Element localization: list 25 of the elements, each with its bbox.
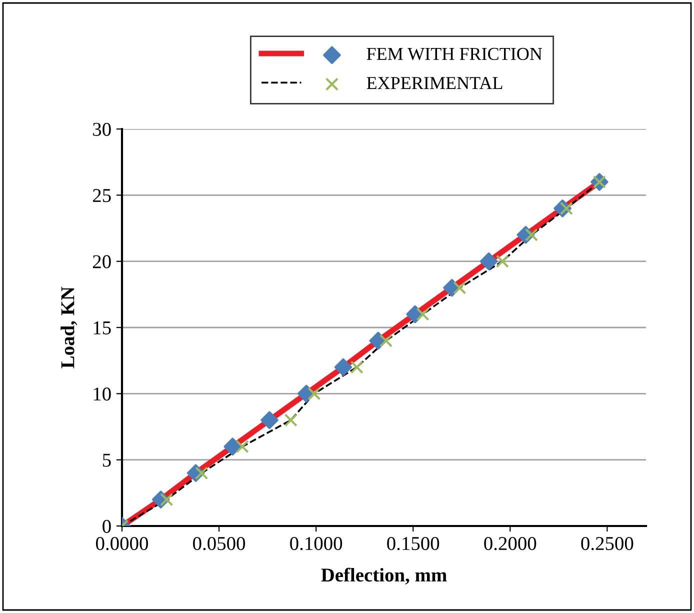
point <box>379 334 393 348</box>
x-tick-label: 0.1000 <box>290 536 342 550</box>
point <box>496 254 509 268</box>
y-tick-label: 15 <box>94 321 111 334</box>
point <box>284 414 298 427</box>
point <box>236 440 249 454</box>
legend-label: FEM WITH FRICTION <box>366 48 542 60</box>
point <box>350 360 364 374</box>
point <box>308 387 321 400</box>
x-tick-label: 0.2500 <box>581 536 634 550</box>
point <box>416 308 430 321</box>
y-axis-title: Load, KN <box>60 286 78 368</box>
y-tick-label: 10 <box>94 387 111 401</box>
y-tick-label: 30 <box>93 122 111 136</box>
x-tick-label: 0.2000 <box>484 536 536 550</box>
x-tick-label: 0.1500 <box>387 536 440 550</box>
y-tick-label: 25 <box>92 189 111 202</box>
y-tick-label: 5 <box>102 454 111 467</box>
x-axis-title: Deflection, mm <box>321 568 447 584</box>
legend-label: EXPERIMENTAL <box>366 77 502 89</box>
x-tick-label: 0.0000 <box>96 536 148 550</box>
x-tick-label: 0.0500 <box>193 536 246 550</box>
point <box>453 281 466 294</box>
y-tick-label: 20 <box>92 255 111 268</box>
y-tick-label: 0 <box>102 520 111 533</box>
